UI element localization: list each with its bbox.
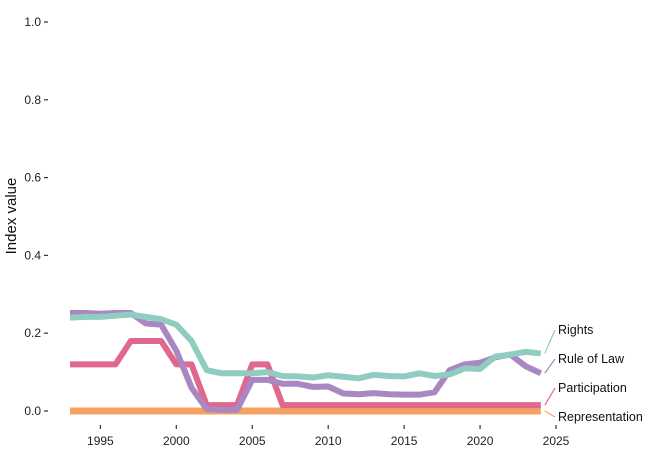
legend-label-rule-of-law: Rule of Law <box>558 352 625 366</box>
legend-leader-line <box>544 410 556 418</box>
x-tick-label: 2020 <box>467 434 494 448</box>
y-tick-label: 0.0 <box>24 404 41 418</box>
legend: Rights Rule of Law Participation Representa… <box>544 323 643 424</box>
y-tick-label: 0.8 <box>24 93 41 107</box>
series-line-participation <box>70 337 541 409</box>
series-line-rights <box>69 311 542 382</box>
y-tick-label: 0.4 <box>24 248 41 262</box>
y-tick-label: 0.6 <box>24 171 41 185</box>
legend-leader-line <box>544 358 556 374</box>
y-tick-label: 1.0 <box>24 15 41 29</box>
x-tick-label: 1995 <box>87 434 114 448</box>
y-tick-label: 0.2 <box>24 326 41 340</box>
legend-leader-line <box>544 329 556 354</box>
legend-label-rights: Rights <box>558 323 593 337</box>
legend-label-representation: Representation <box>558 410 643 424</box>
y-axis-title: Index value <box>3 178 20 255</box>
x-tick-label: 2005 <box>239 434 266 448</box>
y-axis: 0.0 0.2 0.4 0.6 0.8 1.0 <box>24 15 48 418</box>
series-layer <box>69 309 543 415</box>
x-tick-label: 2025 <box>543 434 570 448</box>
x-tick-label: 2015 <box>391 434 418 448</box>
x-tick-label: 2010 <box>315 434 342 448</box>
legend-leader-line <box>544 387 556 406</box>
x-tick-label: 2000 <box>163 434 190 448</box>
x-axis: 1995 2000 2005 2010 2015 2020 2025 <box>87 425 570 448</box>
legend-label-participation: Participation <box>558 381 627 395</box>
series-line-rule-of-law <box>70 309 543 413</box>
